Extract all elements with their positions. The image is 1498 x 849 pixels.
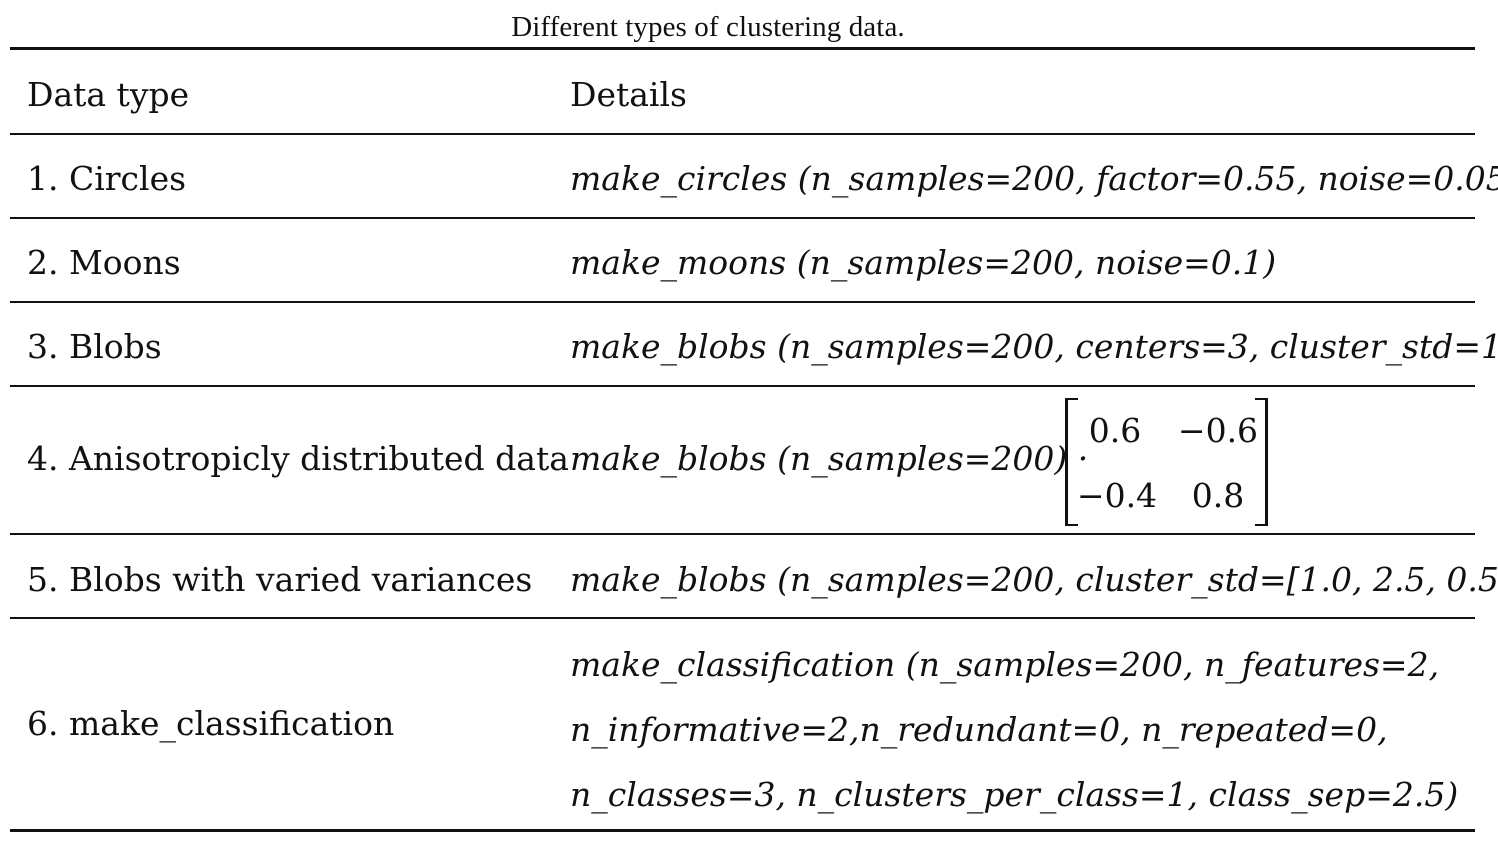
top-rule bbox=[10, 47, 1475, 50]
row-1-details: make_circles (n_samples=200, factor=0.55… bbox=[570, 159, 1498, 198]
matrix-cell-2-2: 0.8 bbox=[1191, 476, 1245, 515]
row-6-type: 6. make_classification bbox=[27, 704, 395, 743]
matrix-cell-2-1: −0.4 bbox=[1076, 476, 1158, 515]
row-1-type: 1. Circles bbox=[27, 159, 187, 198]
row-rule-5 bbox=[10, 617, 1475, 619]
row-rule-2 bbox=[10, 301, 1475, 303]
row-2-type: 2. Moons bbox=[27, 243, 181, 282]
row-rule-4 bbox=[10, 533, 1475, 535]
row-6-details-line-2: n_informative=2,n_redundant=0, n_repeate… bbox=[570, 710, 1388, 749]
bottom-rule bbox=[10, 829, 1475, 832]
row-6-details-line-1: make_classification (n_samples=200, n_fe… bbox=[570, 645, 1440, 684]
row-rule-3 bbox=[10, 385, 1475, 387]
matrix-left-bracket bbox=[1065, 398, 1078, 526]
row-rule-1 bbox=[10, 217, 1475, 219]
header-details: Details bbox=[570, 75, 687, 114]
row-6-details-line-3: n_classes=3, n_clusters_per_class=1, cla… bbox=[570, 775, 1459, 814]
matrix: 0.6 −0.6 −0.4 0.8 bbox=[1065, 398, 1268, 526]
table-caption: Different types of clustering data. bbox=[511, 11, 905, 43]
header-data-type: Data type bbox=[27, 75, 190, 114]
row-2-details: make_moons (n_samples=200, noise=0.1) bbox=[570, 243, 1277, 282]
row-5-type: 5. Blobs with varied variances bbox=[27, 560, 533, 599]
header-rule bbox=[10, 133, 1475, 135]
matrix-right-bracket bbox=[1255, 398, 1268, 526]
row-4-type: 4. Anisotropicly distributed data bbox=[27, 439, 569, 478]
matrix-cell-1-1: 0.6 bbox=[1088, 411, 1142, 450]
matrix-cell-1-2: −0.6 bbox=[1177, 411, 1259, 450]
row-4-details: make_blobs (n_samples=200) · bbox=[570, 439, 1089, 478]
row-5-details: make_blobs (n_samples=200, cluster_std=[… bbox=[570, 560, 1498, 599]
row-3-details: make_blobs (n_samples=200, centers=3, cl… bbox=[570, 327, 1498, 366]
row-3-type: 3. Blobs bbox=[27, 327, 162, 366]
